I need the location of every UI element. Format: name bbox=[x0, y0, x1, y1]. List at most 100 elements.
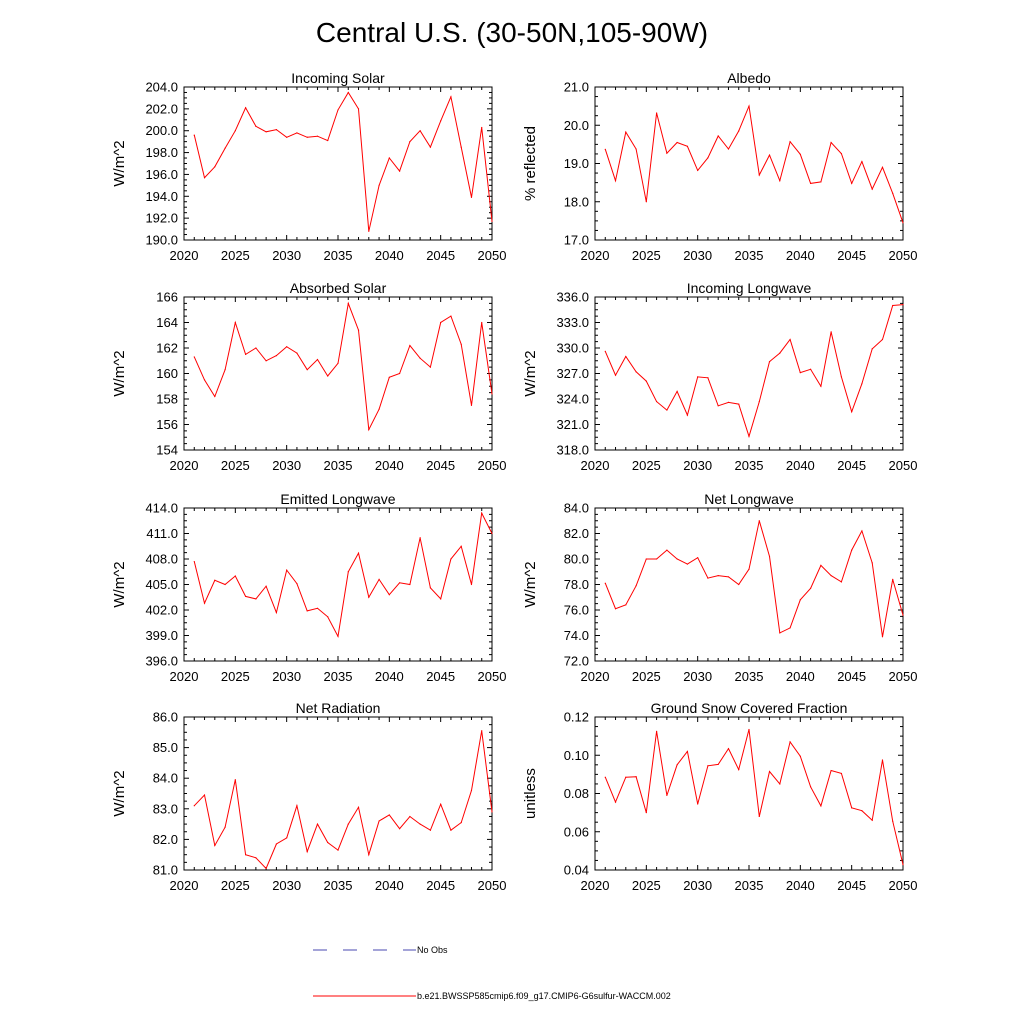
data-point bbox=[409, 344, 411, 347]
data-point bbox=[686, 145, 689, 147]
data-point bbox=[666, 409, 668, 411]
data-point bbox=[296, 583, 298, 585]
data-point bbox=[810, 587, 812, 589]
data-point bbox=[768, 154, 771, 156]
data-point bbox=[604, 148, 606, 150]
y-tick-label: 194.0 bbox=[145, 189, 178, 204]
data-point bbox=[810, 786, 812, 788]
x-tick-label: 2030 bbox=[272, 248, 301, 263]
y-tick-label: 166 bbox=[156, 290, 178, 305]
y-tick-label: 17.0 bbox=[564, 233, 589, 248]
y-tick-label: 0.06 bbox=[564, 824, 589, 839]
data-point bbox=[214, 395, 216, 398]
data-point bbox=[851, 411, 853, 413]
data-point bbox=[635, 585, 637, 587]
data-point bbox=[450, 315, 452, 317]
x-tick-label: 2050 bbox=[889, 458, 918, 473]
x-tick-label: 2035 bbox=[324, 458, 353, 473]
data-point bbox=[265, 131, 267, 133]
x-tick-label: 2050 bbox=[889, 878, 918, 893]
y-tick-label: 327.0 bbox=[556, 366, 589, 381]
data-point bbox=[316, 135, 319, 137]
data-point bbox=[676, 390, 678, 392]
data-point bbox=[275, 611, 277, 614]
data-point bbox=[378, 408, 380, 410]
y-tick-label: 190.0 bbox=[145, 233, 178, 248]
y-tick-label: 414.0 bbox=[145, 501, 178, 516]
data-point bbox=[275, 843, 277, 845]
panel-title: Emitted Longwave bbox=[280, 491, 395, 507]
data-point bbox=[460, 343, 462, 345]
data-point bbox=[357, 108, 360, 110]
x-tick-label: 2040 bbox=[375, 878, 404, 893]
data-point bbox=[625, 131, 627, 133]
data-point bbox=[871, 348, 873, 350]
x-tick-label: 2025 bbox=[632, 878, 661, 893]
data-point bbox=[481, 126, 483, 129]
data-point bbox=[491, 220, 493, 223]
x-tick-label: 2020 bbox=[170, 669, 199, 684]
data-point bbox=[758, 400, 760, 403]
panel-incoming-solar: 2020 2025 2030 2035 2040 2045 2050 190.0 192.0 19… bbox=[111, 70, 506, 263]
x-tick-label: 2020 bbox=[581, 669, 610, 684]
x-tick-label: 2035 bbox=[324, 669, 353, 684]
plot-frame bbox=[183, 296, 493, 451]
y-tick-label: 196.0 bbox=[145, 167, 178, 182]
data-point bbox=[830, 769, 832, 772]
data-point bbox=[820, 385, 822, 387]
y-tick-label: 202.0 bbox=[145, 101, 178, 116]
x-tick-label: 2050 bbox=[478, 669, 507, 684]
plot-frame bbox=[594, 507, 904, 662]
data-point bbox=[337, 362, 339, 364]
panel-title: Net Longwave bbox=[704, 491, 794, 507]
data-point bbox=[368, 429, 370, 431]
data-point bbox=[604, 582, 606, 584]
data-point bbox=[871, 819, 873, 821]
y-tick-label: 318.0 bbox=[556, 443, 589, 458]
data-point bbox=[902, 614, 904, 616]
x-tick-label: 2045 bbox=[837, 669, 866, 684]
y-tick-label: 396.0 bbox=[145, 654, 178, 669]
legend-label-model-run: b.e21.BWSSP585cmip6.f09_g17.CMIP6-G6sulf… bbox=[417, 991, 671, 1001]
data-point bbox=[337, 109, 339, 111]
data-point bbox=[255, 857, 257, 859]
y-axis-label: W/m^2 bbox=[111, 350, 128, 396]
y-tick-label: 19.0 bbox=[564, 156, 589, 171]
data-point bbox=[419, 537, 421, 539]
data-point bbox=[460, 545, 462, 547]
y-tick-label: 192.0 bbox=[145, 211, 178, 226]
y-tick-label: 160 bbox=[156, 366, 178, 381]
y-tick-label: 0.08 bbox=[564, 786, 589, 801]
data-point bbox=[727, 747, 730, 750]
data-point bbox=[470, 789, 473, 792]
data-point bbox=[758, 520, 760, 522]
data-point bbox=[368, 854, 370, 856]
panel-title: Incoming Solar bbox=[291, 70, 385, 86]
x-tick-label: 2020 bbox=[581, 878, 610, 893]
y-tick-label: 21.0 bbox=[564, 80, 589, 95]
y-tick-label: 330.0 bbox=[556, 341, 589, 356]
data-point bbox=[388, 157, 390, 159]
panel-net-longwave: 2020 2025 2030 2035 2040 2045 2050 72.0 74.0 76.0… bbox=[522, 491, 917, 684]
data-point bbox=[245, 595, 247, 598]
data-point bbox=[645, 812, 647, 814]
data-point bbox=[214, 166, 216, 168]
data-point bbox=[357, 806, 360, 808]
data-point bbox=[316, 823, 319, 825]
x-tick-label: 2030 bbox=[272, 669, 301, 684]
data-point bbox=[316, 358, 319, 361]
data-point bbox=[779, 632, 781, 634]
data-point bbox=[234, 575, 236, 577]
legend-label-no-obs: No Obs bbox=[417, 945, 448, 955]
data-point bbox=[799, 153, 801, 155]
data-point bbox=[193, 560, 195, 563]
data-point bbox=[635, 776, 637, 778]
y-tick-label: 333.0 bbox=[556, 315, 589, 330]
data-point bbox=[245, 854, 247, 856]
data-point bbox=[481, 321, 483, 324]
x-tick-label: 2025 bbox=[632, 458, 661, 473]
y-tick-label: 74.0 bbox=[564, 628, 589, 643]
x-tick-label: 2030 bbox=[683, 458, 712, 473]
plot-frame bbox=[183, 716, 493, 871]
data-point bbox=[224, 147, 226, 149]
